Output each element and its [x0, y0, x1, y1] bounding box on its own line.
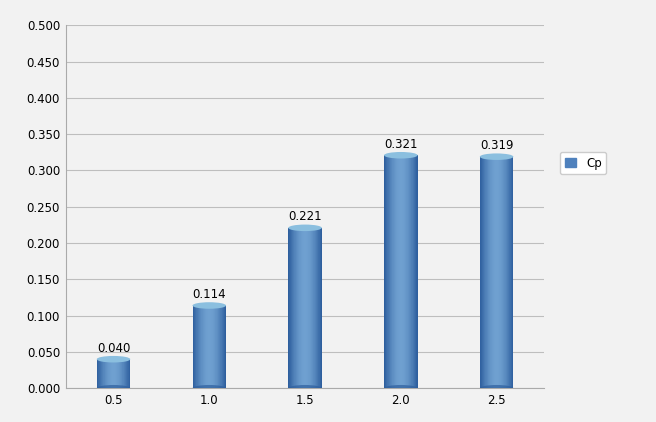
Ellipse shape: [384, 385, 418, 392]
Ellipse shape: [480, 154, 514, 160]
Text: 0.221: 0.221: [288, 211, 322, 224]
Text: 0.321: 0.321: [384, 138, 418, 151]
Ellipse shape: [192, 302, 226, 309]
Text: 0.319: 0.319: [480, 139, 514, 152]
Text: 0.114: 0.114: [192, 288, 226, 301]
Ellipse shape: [96, 385, 131, 392]
Ellipse shape: [288, 225, 322, 231]
Ellipse shape: [288, 385, 322, 392]
Ellipse shape: [384, 152, 418, 159]
Legend: Cp: Cp: [560, 152, 606, 174]
Ellipse shape: [96, 356, 131, 362]
Text: 0.040: 0.040: [97, 342, 130, 355]
Ellipse shape: [192, 385, 226, 392]
Ellipse shape: [480, 385, 514, 392]
